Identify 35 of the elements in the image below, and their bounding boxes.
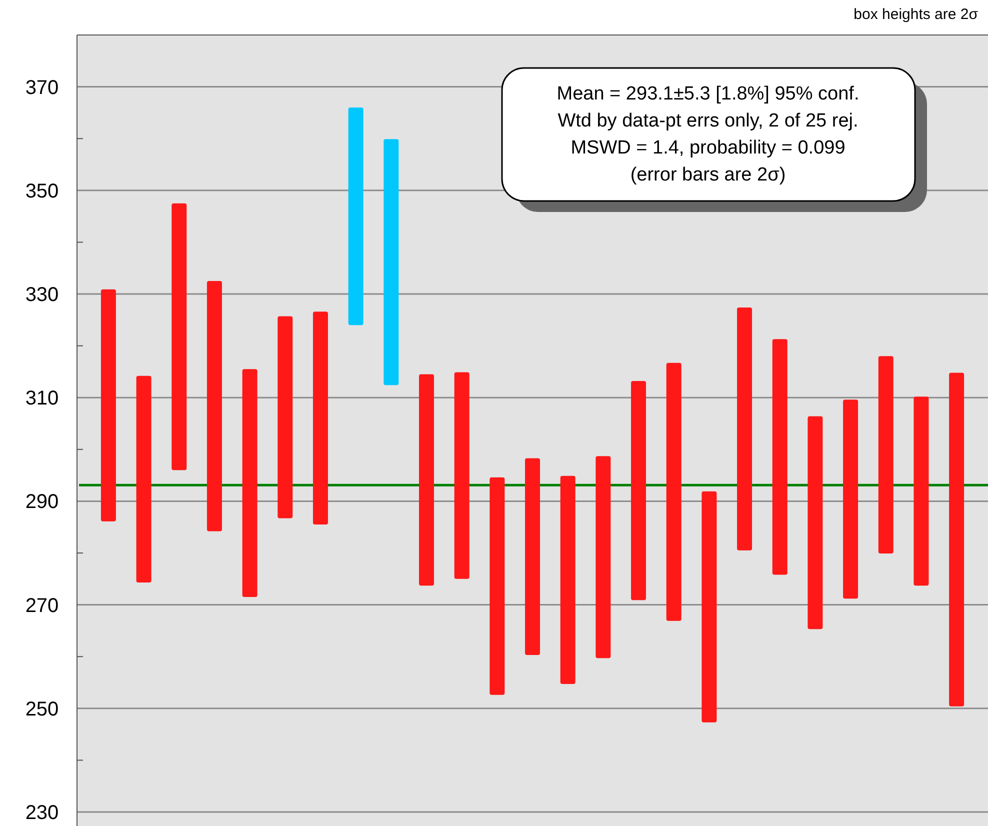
bar xyxy=(560,476,576,684)
bar xyxy=(878,356,894,554)
y-tick-label: 370 xyxy=(25,76,59,99)
bar xyxy=(348,108,364,326)
bar xyxy=(737,307,752,550)
bar xyxy=(418,374,434,586)
bar xyxy=(631,381,646,600)
bar xyxy=(172,203,187,470)
bar xyxy=(808,416,823,630)
bar xyxy=(949,372,964,706)
bar xyxy=(914,396,929,586)
bar xyxy=(596,456,611,658)
bar xyxy=(666,362,682,621)
y-tick-label: 330 xyxy=(25,284,59,306)
bar xyxy=(454,372,470,579)
bar xyxy=(384,139,399,386)
bar xyxy=(242,369,258,598)
text: box heights are 2σ xyxy=(854,6,979,23)
y-tick-label: 350 xyxy=(25,180,59,202)
bar xyxy=(490,477,505,695)
bar xyxy=(702,491,717,722)
bar xyxy=(843,400,858,599)
bar xyxy=(206,281,222,532)
y-tick-label: 270 xyxy=(25,594,59,617)
bar xyxy=(312,312,328,525)
bar xyxy=(136,376,152,583)
bar xyxy=(278,316,293,518)
bar xyxy=(772,339,788,575)
y-tick-label: 250 xyxy=(25,698,59,720)
annotation: Mean = 293.1±5.3 [1.8%] 95% conf. Wtd by data-pt errs only, 2 of 25 rej. MSWD = 1.4, probability = 0.099 (error bars are 2σ) xyxy=(556,84,860,186)
y-tick-label: 230 xyxy=(25,802,59,824)
y-tick-label: 290 xyxy=(25,491,59,514)
bar xyxy=(100,289,116,522)
y-tick-label: 310 xyxy=(25,388,59,410)
bar xyxy=(525,458,540,656)
